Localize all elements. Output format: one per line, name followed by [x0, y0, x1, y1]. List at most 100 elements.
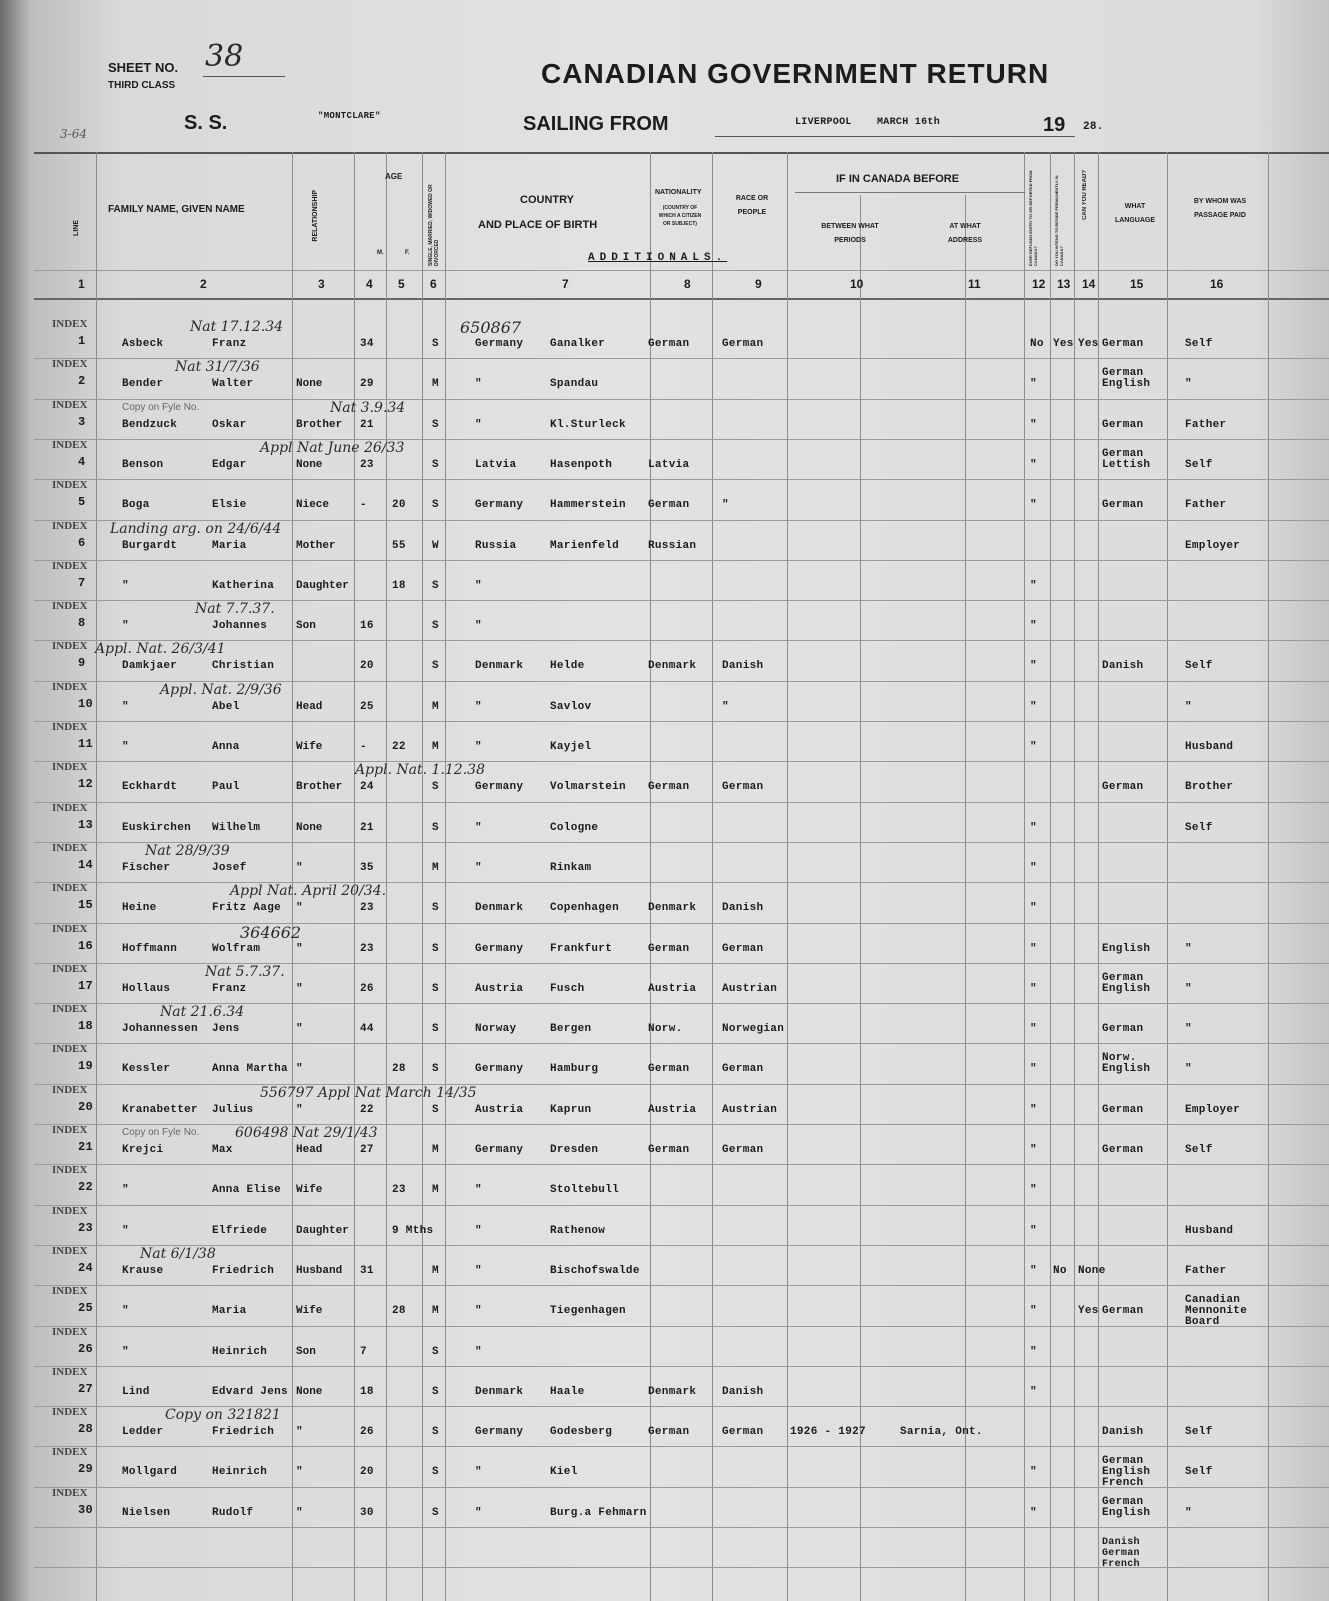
index-stamp: INDEX: [52, 1003, 88, 1016]
country-of-birth: ": [475, 821, 482, 834]
nationality: German: [648, 942, 690, 955]
line-number: 16: [78, 938, 94, 953]
country-of-birth: Russia: [475, 539, 517, 552]
given-name: Max: [212, 1144, 233, 1156]
row-rule: [34, 1325, 1329, 1327]
family-name: Johannessen: [122, 1023, 198, 1036]
nationality: German: [648, 1426, 690, 1439]
refused-entry: ": [1030, 1305, 1037, 1318]
column-number: 1: [78, 277, 85, 291]
country-of-birth: ": [475, 700, 482, 713]
country-of-birth: Germany: [475, 1144, 524, 1156]
language: German: [1102, 1103, 1144, 1116]
family-name: Krause: [122, 1264, 164, 1277]
marital-status: S: [432, 821, 439, 834]
country-of-birth: ": [475, 741, 482, 753]
country-of-birth: ": [475, 418, 482, 431]
line-number: 28: [78, 1422, 94, 1437]
col-address: AT WHAT ADDRESS: [947, 223, 983, 244]
col-intend: DO YOU INTEND TO RESIDE PERMANENTLY IN C…: [1054, 175, 1064, 266]
relationship: ": [296, 1103, 303, 1116]
column-rule: [1050, 152, 1051, 1601]
index-stamp: INDEX: [52, 841, 88, 854]
index-stamp: INDEX: [52, 358, 88, 371]
marital-status: M: [432, 1144, 439, 1156]
family-name: Nielsen: [122, 1506, 171, 1519]
given-name: Anna: [212, 741, 240, 753]
row-rule: [34, 1486, 1329, 1488]
marital-status: M: [432, 378, 439, 391]
row-rule: [34, 1124, 1329, 1125]
country-of-birth: Germany: [475, 338, 524, 350]
refused-entry: ": [1030, 458, 1037, 471]
marital-status: S: [432, 499, 439, 512]
language: German: [1102, 781, 1144, 794]
passage-paid-by: Self: [1185, 338, 1213, 350]
place-of-birth: Hasenpoth: [550, 458, 613, 471]
marital-status: S: [432, 982, 439, 995]
place-of-birth: Volmarstein: [550, 781, 626, 794]
country-of-birth: Latvia: [475, 458, 517, 471]
row-rule: [34, 438, 1329, 440]
col-race: RACE OR PEOPLE: [735, 195, 769, 216]
place-of-birth: Rinkam: [550, 861, 592, 874]
canada-before-rule: [795, 192, 1025, 193]
race: Danish: [722, 902, 764, 915]
passage-paid-by: ": [1185, 378, 1192, 391]
col-nationality-sub: (COUNTRY OF WHICH A CITIZEN OR SUBJECT): [658, 205, 702, 227]
refused-entry: ": [1030, 1264, 1037, 1277]
race: ": [722, 499, 729, 512]
column-rule: [422, 152, 423, 1601]
family-name: ": [122, 700, 129, 713]
language: German English: [1102, 1495, 1151, 1519]
refused-entry: ": [1030, 660, 1037, 673]
ship-name: "MONTCLARE": [318, 111, 381, 121]
handwritten-annotation: Nat 31/7/36: [175, 359, 260, 376]
race: German: [722, 338, 764, 350]
age-male: 16: [360, 620, 374, 633]
row-rule: [34, 1567, 1329, 1569]
passage-paid-by: Self: [1185, 821, 1213, 834]
country-of-birth: ": [475, 579, 482, 592]
relationship: None: [296, 458, 323, 471]
race: German: [722, 781, 764, 794]
country-of-birth: ": [475, 1224, 482, 1237]
numbers-rule: [34, 298, 1329, 300]
sheet-number: 38: [205, 39, 244, 74]
passage-paid-by: Canadian Mennonite Board: [1185, 1294, 1248, 1329]
relationship: Son: [296, 1345, 316, 1358]
row-rule: [34, 640, 1329, 642]
place-of-birth: Frankfurt: [550, 942, 613, 955]
family-name: Eckhardt: [122, 781, 178, 794]
place-of-birth: Dresden: [550, 1144, 599, 1156]
index-stamp: INDEX: [52, 882, 88, 895]
given-name: Anna Martha: [212, 1063, 288, 1076]
marital-status: S: [432, 338, 439, 350]
language: German English French: [1102, 1455, 1151, 1490]
age-female: 55: [392, 539, 406, 552]
relationship: ": [296, 861, 303, 874]
age-female: 22: [392, 741, 406, 753]
nationality: German: [648, 781, 690, 794]
refused-entry: ": [1030, 942, 1037, 955]
sailing-label: SAILING FROM: [523, 113, 669, 135]
column-rule: [386, 152, 387, 1601]
column-number: 10: [850, 277, 864, 291]
refused-entry: ": [1030, 1023, 1037, 1036]
given-name: Wilhelm: [212, 821, 261, 834]
row-rule: [34, 721, 1329, 722]
family-name: Bender: [122, 378, 164, 391]
relationship: ": [296, 1466, 303, 1479]
relationship: None: [296, 378, 323, 391]
family-name: Fischer: [122, 861, 171, 874]
column-rule: [860, 195, 861, 1601]
age-male: 26: [360, 982, 374, 995]
refused-entry: ": [1030, 1063, 1037, 1076]
col-refused: EVER REFUSED ENTRY TO OR DEPORTED FROM C…: [1028, 170, 1038, 267]
index-stamp: INDEX: [52, 962, 88, 975]
race: German: [722, 1144, 764, 1156]
handwritten-annotation: Appl Nat. April 20/34.: [230, 883, 387, 900]
family-name: Ledder: [122, 1426, 164, 1439]
age-female: 18: [392, 579, 406, 592]
nationality: German: [648, 499, 690, 512]
